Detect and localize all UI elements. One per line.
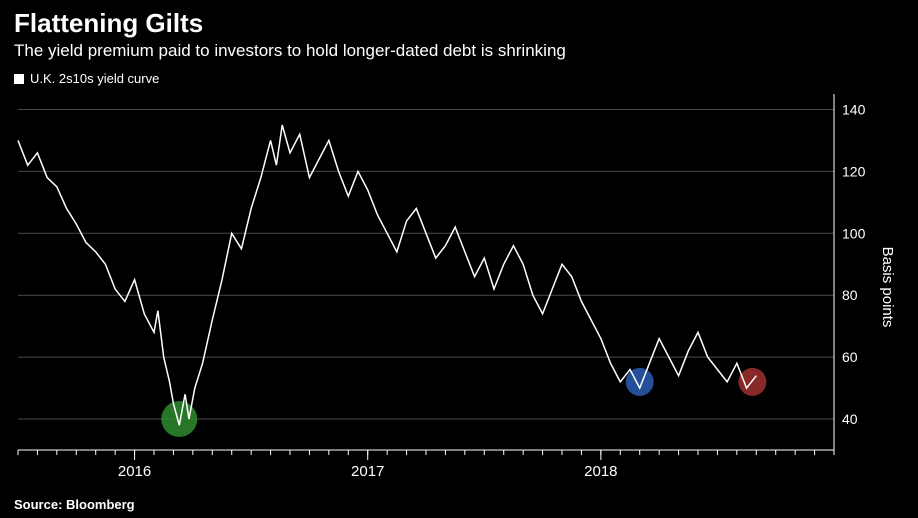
svg-text:2017: 2017 xyxy=(351,463,384,480)
svg-text:120: 120 xyxy=(842,163,866,179)
y-axis-label: Basis points xyxy=(879,247,896,328)
svg-text:80: 80 xyxy=(842,287,858,303)
svg-text:40: 40 xyxy=(842,411,858,427)
chart-card: Flattening Gilts The yield premium paid … xyxy=(0,0,918,518)
svg-text:2018: 2018 xyxy=(584,463,617,480)
chart-subtitle: The yield premium paid to investors to h… xyxy=(0,39,918,61)
legend: U.K. 2s10s yield curve xyxy=(0,61,918,86)
source-text: Source: Bloomberg xyxy=(14,497,135,512)
svg-text:60: 60 xyxy=(842,349,858,365)
svg-text:100: 100 xyxy=(842,225,866,241)
line-chart: 40 60 80 100 120 140 2016 2017 2018 xyxy=(14,90,904,484)
svg-text:140: 140 xyxy=(842,101,866,117)
chart-area: 40 60 80 100 120 140 2016 2017 2018 Basis points xyxy=(14,90,904,484)
chart-title: Flattening Gilts xyxy=(0,0,918,39)
legend-marker-icon xyxy=(14,74,24,84)
svg-text:2016: 2016 xyxy=(118,463,151,480)
legend-series-label: U.K. 2s10s yield curve xyxy=(30,71,159,86)
